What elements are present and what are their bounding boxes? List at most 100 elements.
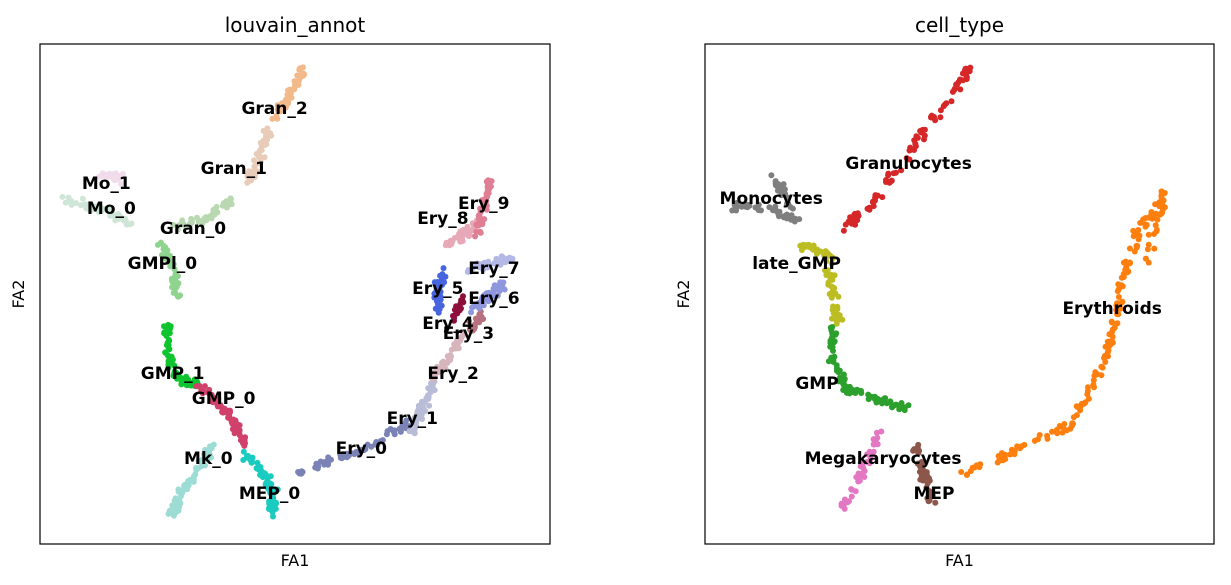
point-gran_0 [174,226,181,233]
point-gmp_1 [171,362,178,369]
point-gmp [865,391,872,398]
point-gmp [833,365,840,372]
point-ery_7 [470,263,477,270]
cluster-label-erythroids: Erythroids [1062,299,1162,319]
point-ery_9 [485,184,492,191]
point-mep_0 [270,495,277,502]
point-gmp_0 [207,393,214,400]
point-late_gmp [835,316,842,323]
plot-frame [704,43,1215,545]
point-megakaryocytes [848,493,855,500]
plot-title: cell_type [915,13,1004,37]
point-erythroids [1109,333,1116,340]
point-ery_7 [478,263,485,270]
point-mep_0 [270,513,276,520]
point-granulocytes [963,65,970,72]
point-gmpl_0 [163,248,170,255]
point-ery_0 [337,452,344,458]
point-mep_0 [269,509,276,515]
cluster-label-ery_9: Ery_9 [458,194,509,214]
point-erythroids [1114,288,1121,295]
point-erythroids [1154,216,1161,223]
point-gmp_0 [215,396,222,403]
cluster-label-megakaryocytes: Megakaryocytes [805,449,962,469]
point-granulocytes [866,206,873,213]
point-megakaryocytes [864,451,871,458]
point-gran_2 [274,102,281,109]
cluster-label-gran_1: Gran_1 [201,159,267,179]
point-ery_6 [479,294,486,301]
point-megakaryocytes [845,498,852,505]
point-mep_0 [264,481,271,488]
point-gran_1 [263,132,269,139]
point-ery_0 [345,452,352,459]
point-gmp_0 [225,412,232,419]
point-ery_9 [478,197,485,204]
cluster-label-gmp: GMP [795,374,838,394]
point-ery_5 [431,294,438,301]
point-ery_6 [480,302,487,309]
point-mep_0 [240,448,247,455]
point-erythroids [1109,338,1116,345]
point-gmp_1 [193,377,200,384]
point-erythroids [1152,222,1159,229]
point-granulocytes [898,167,905,174]
point-gran_2 [287,90,294,97]
point-gmp [854,386,860,393]
point-gmpl_0 [169,279,176,286]
point-granulocytes [890,170,897,177]
point-granulocytes [903,155,910,162]
point-erythroids [1104,338,1111,345]
point-ery_8 [449,238,456,245]
point-gmp_1 [181,376,188,383]
cluster-label-gran_0: Gran_0 [160,219,226,239]
point-gran_2 [274,106,281,113]
cluster-label-ery_5: Ery_5 [412,279,463,299]
point-granulocytes [963,71,970,78]
point-erythroids [1145,214,1152,221]
point-ery_1 [410,427,417,434]
cluster-label-ery_6: Ery_6 [468,289,519,309]
point-late_gmp [834,303,841,310]
point-gmpl_0 [154,241,161,248]
point-mk_0 [199,456,206,463]
point-ery_6 [488,293,495,300]
point-megakaryocytes [867,456,874,463]
point-gmpl_0 [170,261,177,268]
point-erythroids [1098,372,1105,379]
panel-1: Granulocytes Monocytes late_GMP GMP Megakary… [674,13,1215,570]
point-monocytes [790,215,797,222]
point-gmp [828,327,835,334]
point-mk_0 [198,463,205,470]
point-gran_0 [195,219,202,226]
point-gran_1 [256,152,263,159]
point-gran_2 [273,113,280,119]
cluster-label-mo_0: Mo_0 [87,199,136,219]
point-gmp [883,400,890,407]
point-gran_0 [224,203,231,210]
y-axis-label: FA2 [9,280,28,309]
point-megakaryocytes [878,428,885,435]
point-mo_0 [79,195,86,202]
point-gmp_1 [183,382,190,389]
point-erythroids [1151,245,1158,252]
point-gran_0 [213,208,220,215]
point-gmp_1 [166,337,173,344]
point-erythroids [1111,324,1118,331]
point-ery_2 [433,366,440,373]
point-ery_4 [460,293,466,300]
point-monocytes [783,194,790,201]
point-erythroids [994,459,1001,466]
point-late_gmp [826,291,833,298]
point-megakaryocytes [860,464,867,471]
point-monocytes [787,204,794,210]
cluster-label-gran_2: Gran_2 [241,99,307,119]
point-gmp_0 [193,383,200,390]
point-mo_1 [119,170,126,177]
point-ery_2 [431,372,438,379]
point-granulocytes [932,117,939,124]
point-erythroids [958,469,965,475]
point-gran_2 [296,66,303,73]
point-granulocytes [886,178,893,185]
